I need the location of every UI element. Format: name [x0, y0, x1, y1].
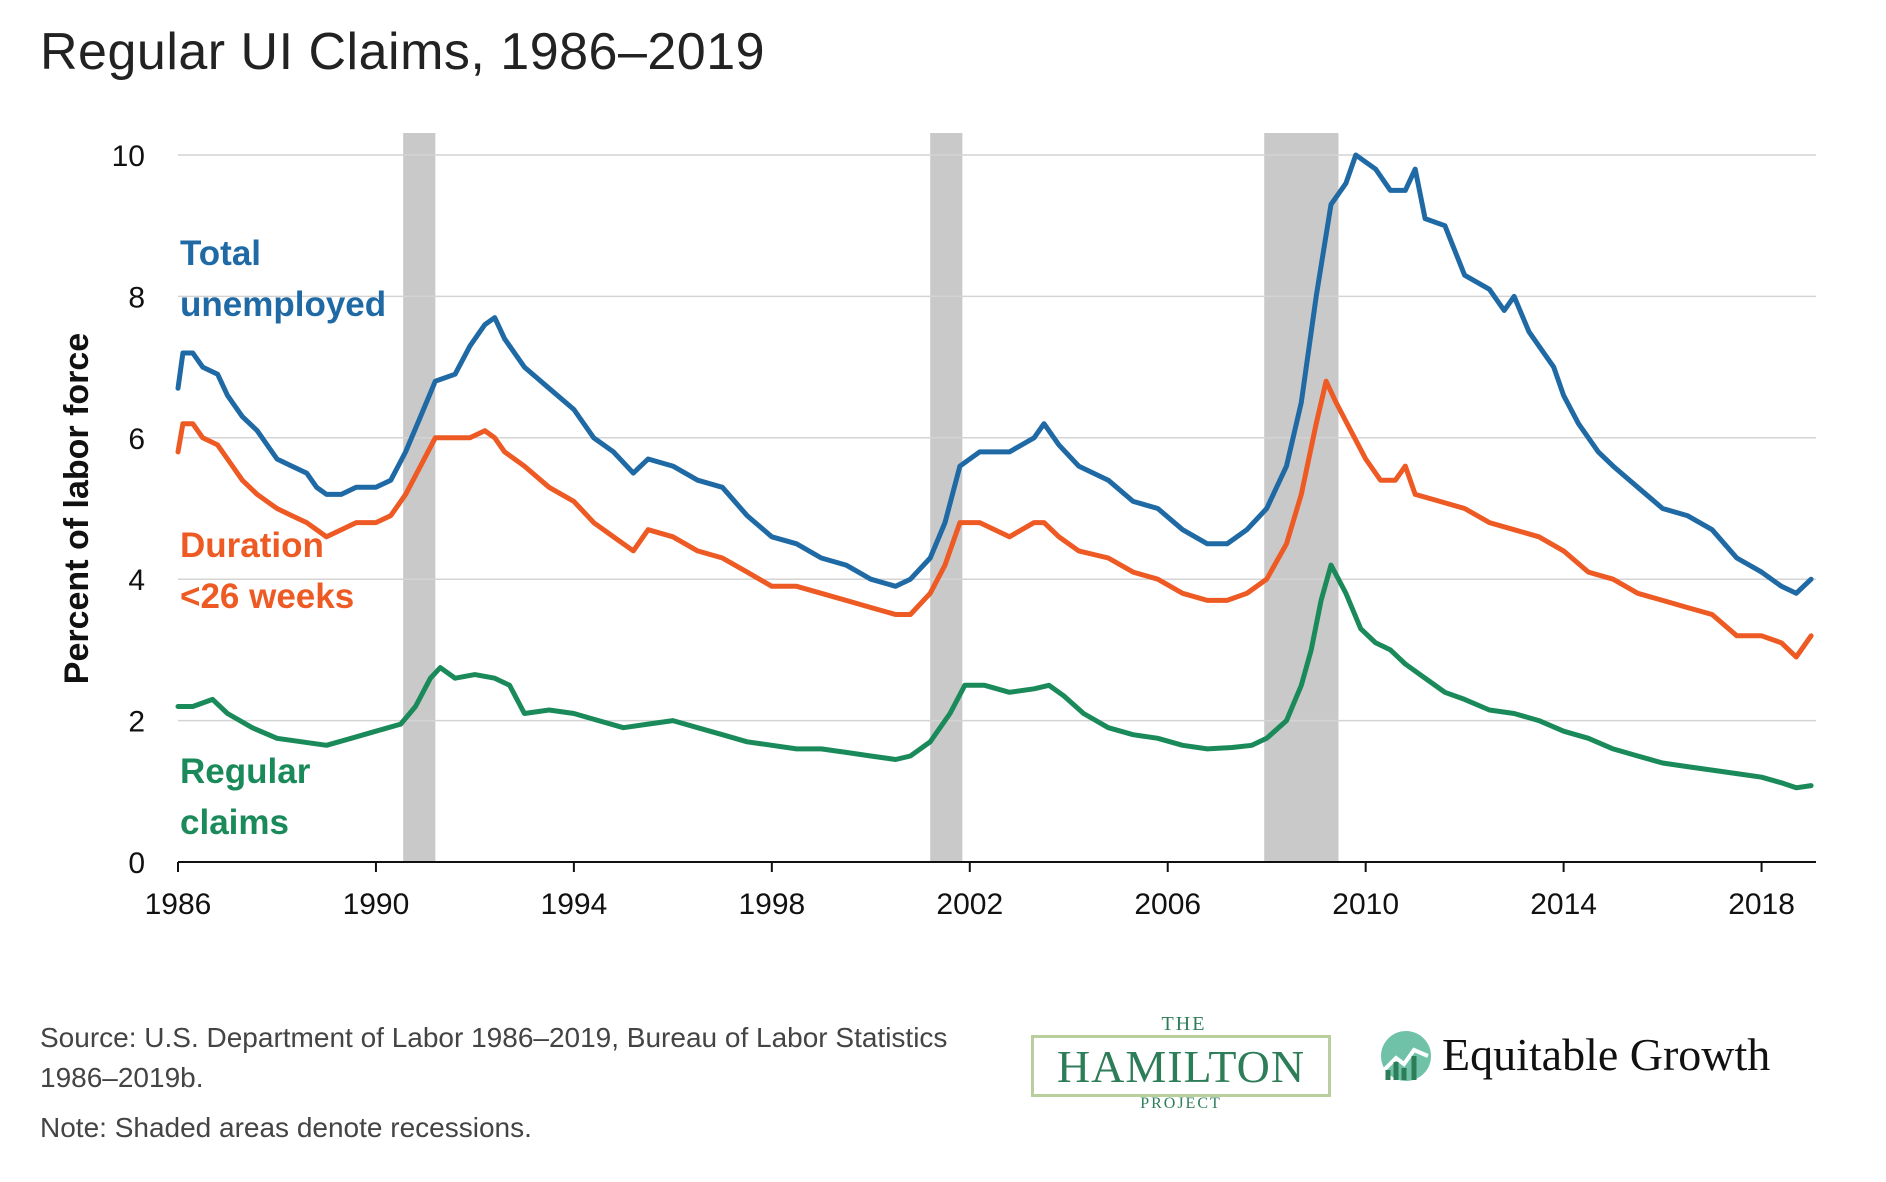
y-tick-label-6: 6 [128, 423, 145, 456]
x-tick-label-2006: 2006 [1134, 888, 1201, 921]
series-line-1 [175, 152, 1814, 596]
x-tick-label-1990: 1990 [343, 888, 410, 921]
series-line-3 [175, 562, 1814, 791]
hamilton-logo-project: PROJECT [1140, 1095, 1222, 1112]
y-tick-label-8: 8 [128, 281, 145, 314]
series-line-2 [175, 378, 1814, 660]
y-tick-label-2: 2 [128, 706, 145, 739]
y-tick-label-0: 0 [128, 847, 145, 880]
x-tick-label-1994: 1994 [541, 888, 608, 921]
series-label-1-line-1: Total [180, 234, 261, 273]
growth-chart-icon [1381, 1031, 1431, 1081]
x-tick-label-2014: 2014 [1530, 888, 1597, 921]
series-label-3-line-2: claims [180, 803, 289, 842]
x-tick-label-1998: 1998 [738, 888, 805, 921]
x-tick-label-2018: 2018 [1728, 888, 1795, 921]
y-tick-label-4: 4 [128, 564, 145, 597]
series-label-3-line-1: Regular [180, 752, 311, 791]
hamilton-logo-the: THE [1161, 1013, 1207, 1035]
series-label-1-line-2: unemployed [180, 285, 386, 324]
chart-title: Regular UI Claims, 1986–2019 [40, 23, 766, 81]
equitable-growth-name: Equitable Growth [1442, 1029, 1771, 1080]
hamilton-logo-frame [1031, 1035, 1331, 1097]
recession-band-2 [930, 133, 963, 862]
source-note: Source: U.S. Department of Labor 1986–20… [40, 1022, 948, 1093]
x-tick-label-2002: 2002 [936, 888, 1003, 921]
y-tick-label-10: 10 [112, 140, 145, 173]
line-chart: 0 2 4 6 8 10 1986 1990 1994 1998 2002 2006 2010 2014 2… [58, 133, 1816, 921]
recession-band-1 [403, 133, 436, 862]
hamilton-logo-name: HAMILTON [1056, 1041, 1306, 1092]
recession-note: Note: Shaded areas denote recessions. [40, 1112, 532, 1143]
x-tick-label-2010: 2010 [1332, 888, 1399, 921]
series-label-2-line-1: Duration [180, 526, 324, 565]
series-label-2-line-2: <26 weeks [180, 577, 354, 616]
hamilton-project-logo: THE HAMILTON PROJECT [1031, 1013, 1337, 1123]
y-axis-title: Percent of labor force [58, 333, 96, 684]
x-tick-label-1986: 1986 [145, 888, 212, 921]
